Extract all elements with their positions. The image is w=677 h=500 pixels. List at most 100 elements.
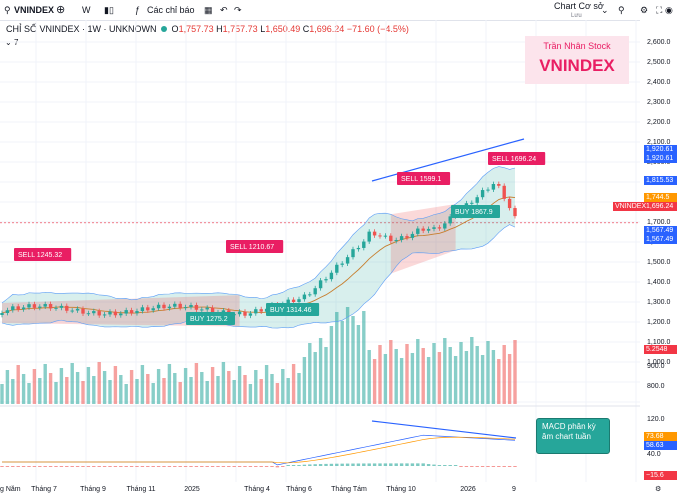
- candle-body: [86, 313, 91, 315]
- volume-bar: [183, 368, 188, 404]
- signal-tag-label: BUY 1314.46: [270, 307, 312, 314]
- redo-icon[interactable]: ↷: [234, 5, 242, 15]
- signal-tag-label: SELL 1599.1: [401, 176, 441, 183]
- macd-histogram-bar: [232, 466, 236, 467]
- macd-histogram-bar: [453, 465, 458, 466]
- symbol-button[interactable]: VNINDEX: [14, 5, 55, 15]
- candle-body: [189, 304, 193, 308]
- macd-histogram-bar: [448, 465, 452, 466]
- price-axis-tick: 2,100.0: [647, 139, 670, 146]
- volume-bar: [21, 374, 26, 404]
- macd-histogram-bar: [351, 463, 355, 466]
- macd-histogram-bar: [426, 464, 431, 466]
- macd-histogram-bar: [513, 466, 517, 467]
- signal-tag-buy: [186, 312, 235, 325]
- price-axis-tick: 1,500.0: [647, 259, 670, 266]
- macd-label-macd: 58.63: [644, 441, 677, 450]
- macd-histogram-bar: [443, 465, 447, 466]
- volume-bar: [497, 359, 501, 404]
- candle-body: [43, 304, 47, 307]
- volume-bar: [227, 371, 231, 404]
- macd-histogram-bar: [97, 466, 101, 467]
- volume-bar: [383, 354, 388, 404]
- volume-bar: [459, 342, 463, 404]
- undo-icon[interactable]: ↶: [220, 5, 228, 15]
- legend-title[interactable]: CHỈ SỐ VNINDEX · 1W · UNKNOWN: [6, 24, 157, 34]
- symbol-search-icon[interactable]: ⚲: [4, 5, 11, 15]
- indicators-icon[interactable]: ƒ: [135, 5, 141, 15]
- layout-grid-icon[interactable]: ▦: [204, 5, 213, 15]
- volume-bar: [254, 370, 258, 404]
- chart-type-candles-icon[interactable]: ▮▯: [104, 5, 114, 15]
- macd-axis-tick: 120.0: [647, 416, 665, 423]
- price-label-ma: 1,815.53: [644, 176, 677, 185]
- candle-body: [437, 227, 442, 229]
- candle-body: [27, 304, 31, 308]
- macd-histogram-bar: [92, 466, 96, 467]
- macd-divergence-note[interactable]: MACD phân kỳ âm chart tuần: [536, 418, 610, 454]
- volume-bar: [270, 374, 274, 404]
- price-axis-tick: 900.0: [647, 363, 665, 370]
- chevron-down-icon[interactable]: ⌄: [601, 5, 609, 15]
- volume-bar: [443, 338, 447, 404]
- grid-lines: [0, 20, 640, 482]
- legend-close-label: C: [302, 24, 310, 34]
- volume-bar: [340, 321, 344, 404]
- volume-bar: [410, 353, 415, 404]
- volume-bar: [59, 368, 64, 404]
- candle-body: [81, 308, 85, 314]
- candle-body: [243, 311, 247, 316]
- price-axis-tick: 2,200.0: [647, 119, 670, 126]
- candle-body: [75, 308, 80, 311]
- macd-histogram-bar: [221, 466, 226, 467]
- gear-icon[interactable]: ⚙: [640, 5, 649, 15]
- candle-body: [194, 304, 199, 310]
- macd-histogram-bar: [281, 466, 285, 467]
- volume-bar: [486, 341, 490, 404]
- macd-histogram-bar: [135, 466, 139, 467]
- ema-line: [1, 196, 516, 314]
- macd-histogram-bar: [302, 464, 307, 466]
- layout-name-button[interactable]: Chart Cơ sở: [554, 1, 604, 11]
- search-icon[interactable]: ⚲: [618, 5, 625, 15]
- macd-histogram-bar: [497, 466, 501, 467]
- volume-bar: [38, 378, 42, 404]
- signal-tag-label: BUY 1867.9: [455, 209, 493, 216]
- fullscreen-icon[interactable]: ⛶: [656, 5, 663, 15]
- candle-body: [335, 264, 339, 273]
- time-axis-tick: Tháng Tám: [331, 486, 367, 493]
- macd-histogram-bar: [356, 463, 361, 466]
- candle-body: [421, 228, 425, 231]
- candle-body: [507, 198, 512, 209]
- volume-bar: [302, 357, 307, 404]
- candle-body: [443, 223, 447, 229]
- candle-body: [248, 313, 253, 316]
- macd-histogram-bar: [507, 466, 512, 467]
- volume-bar: [356, 325, 361, 404]
- macd-histogram-bar: [308, 464, 312, 466]
- volume-bar: [16, 365, 20, 404]
- price-label-bb-upper: 1,920.61: [644, 145, 677, 154]
- bb-lower-line: [1, 224, 516, 329]
- candle-body: [367, 231, 371, 242]
- candle-body: [324, 279, 328, 281]
- macd-histogram-bar: [480, 466, 485, 467]
- macd-histogram-bar: [70, 466, 74, 467]
- price-axis-tick: 1,200.0: [647, 319, 670, 326]
- candle-body: [259, 309, 263, 312]
- indicators-button[interactable]: Các chỉ báo: [147, 5, 195, 15]
- macd-histogram-bar: [86, 466, 91, 467]
- volume-bar: [81, 381, 85, 404]
- macd-histogram-bar: [464, 466, 469, 467]
- volume-bar: [470, 337, 474, 404]
- time-axis-tick: Tháng 10: [386, 486, 416, 493]
- candle-body: [178, 303, 182, 308]
- macd-label-signal: 73.68: [644, 432, 677, 441]
- camera-icon[interactable]: ◉: [665, 5, 673, 15]
- candle-body: [318, 280, 323, 289]
- macd-histogram-bar: [459, 466, 463, 467]
- compare-add-icon[interactable]: ⊕: [56, 4, 66, 16]
- interval-button[interactable]: W: [82, 5, 91, 15]
- candle-body: [156, 304, 161, 309]
